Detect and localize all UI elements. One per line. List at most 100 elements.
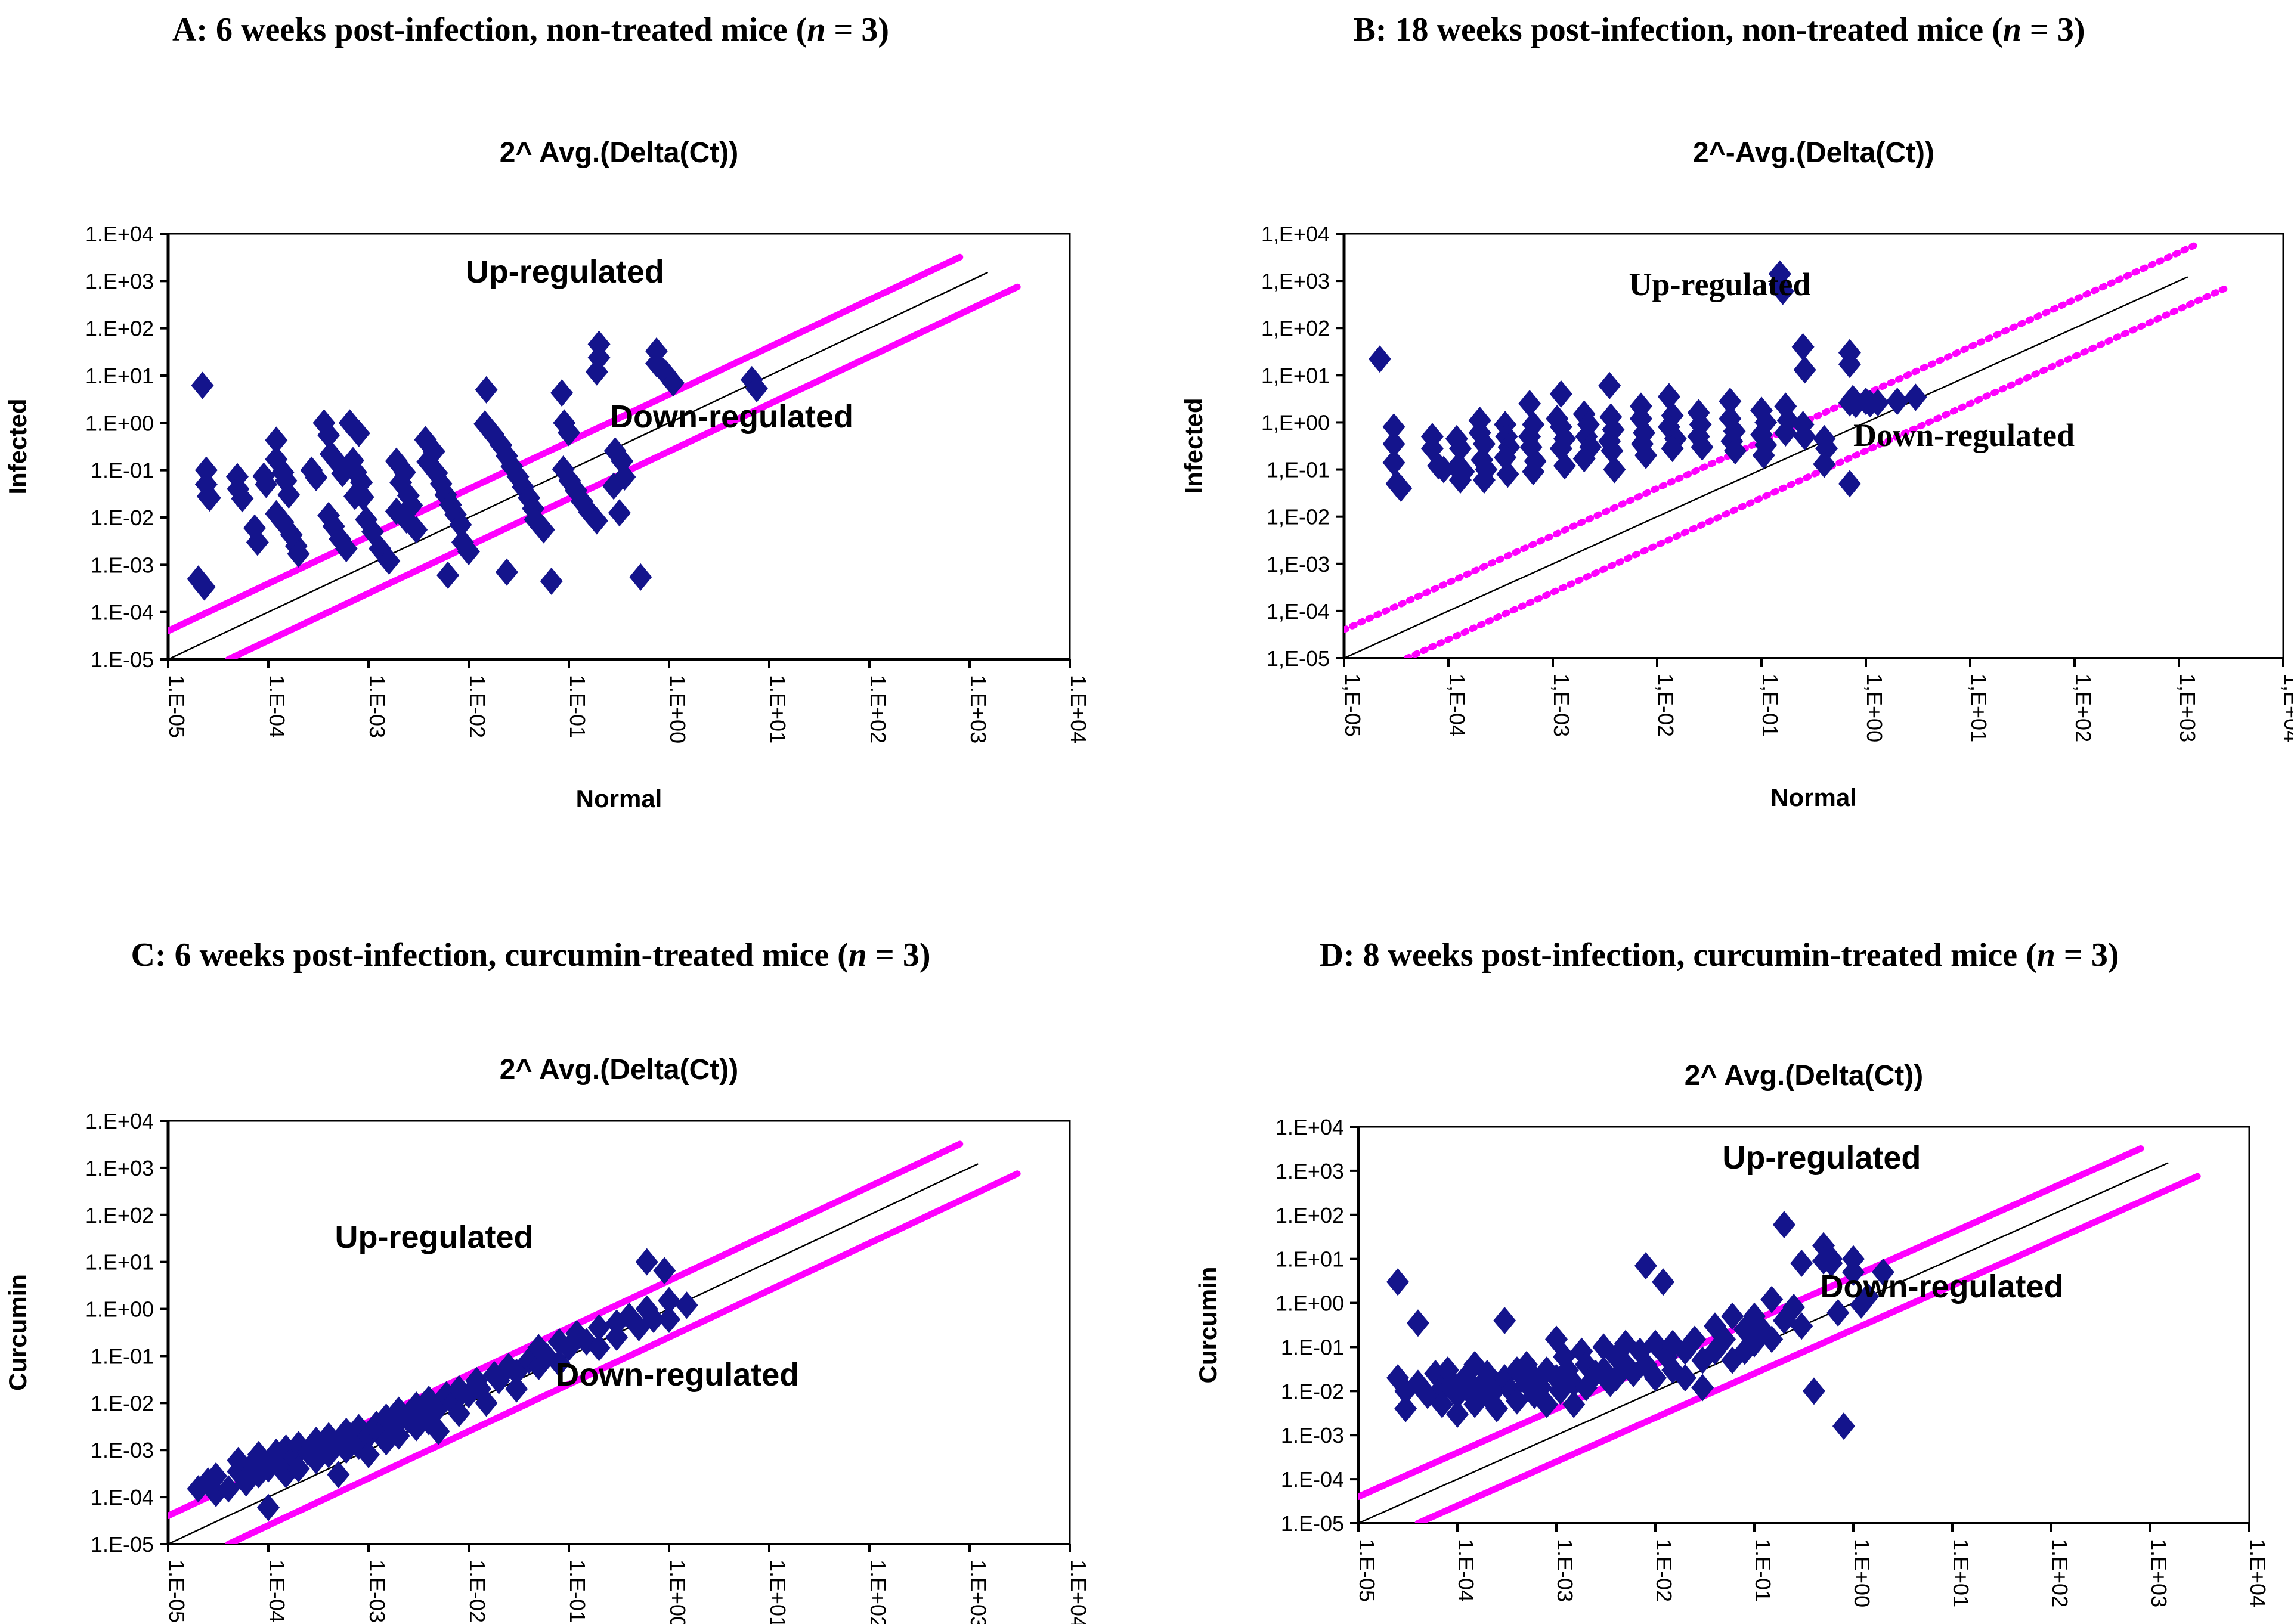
x-tick-label: 1.E+01 [766, 1560, 790, 1624]
data-point-diamond [1472, 466, 1496, 494]
data-point-diamond [1683, 1325, 1707, 1353]
y-axis-label: Curcumin [1194, 1266, 1222, 1383]
panel-a-title: A: 6 weeks post-infection, non-treated m… [0, 11, 1067, 49]
panel-c-chart: 2^ Avg.(Delta(Ct)) 1.E+04 1.E+03 1.E+02 1.E+… [4, 1054, 1091, 1624]
panel-c-title-n: n [848, 937, 867, 974]
y-tick-label: 1,E-03 [1267, 552, 1330, 577]
x-tick-label: 1.E-05 [165, 1560, 189, 1623]
data-point-diamond [1793, 423, 1816, 451]
data-point-diamond [661, 369, 685, 397]
y-tick-label: 1.E+01 [85, 364, 154, 388]
points-layer [1386, 1211, 1894, 1440]
data-point-diamond [1661, 1356, 1685, 1384]
x-tick-label: 1.E+01 [766, 675, 790, 743]
data-point-diamond [1386, 1364, 1410, 1392]
x-tick-label: 1.E-01 [1751, 1539, 1775, 1602]
data-point-diamond [608, 499, 631, 527]
data-point-diamond [205, 1462, 228, 1490]
x-tick-label: 1.E-05 [165, 675, 189, 738]
data-point-diamond [265, 426, 288, 454]
y-tick-label: 1.E-03 [91, 553, 154, 577]
data-point-diamond [1406, 1309, 1429, 1337]
x-tick-label: 1,E-03 [1549, 674, 1574, 737]
y-tick-label: 1.E-03 [91, 1438, 154, 1462]
data-point-diamond [540, 567, 563, 595]
panel-b-title-tail: = 3) [2021, 11, 2085, 48]
data-point-diamond [1760, 1325, 1784, 1353]
x-tick-label: 1,E-01 [1758, 674, 1782, 737]
panel-a: A: 6 weeks post-infection, non-treated m… [0, 0, 1147, 812]
data-point-diamond [327, 1461, 350, 1489]
data-point-diamond [558, 1334, 580, 1362]
panel-c-title-tail: = 3) [866, 937, 931, 974]
data-point-diamond [405, 1414, 428, 1442]
y-tick-label: 1.E-01 [91, 1344, 154, 1368]
data-point-diamond [447, 1375, 470, 1403]
panel-a-title-n: n [807, 11, 826, 48]
y-tick-label: 1.E+04 [85, 1109, 154, 1133]
data-point-diamond [1518, 389, 1541, 417]
x-tick-label: 1.E-03 [365, 675, 389, 738]
data-point-diamond [1575, 423, 1598, 451]
y-tick-label: 1.E-04 [1281, 1467, 1344, 1492]
y-tick-label: 1.E-02 [1281, 1379, 1344, 1403]
data-point-diamond [585, 507, 608, 535]
y-tick-label: 1.E+04 [1276, 1115, 1344, 1139]
data-point-diamond [1790, 1312, 1813, 1340]
y-tick-label: 1.E+01 [85, 1250, 154, 1275]
panel-a-chart: 2^ Avg.(Delta(Ct)) 1.E+04 1.E+03 1.E+02 1.E+… [4, 137, 1091, 812]
data-point-diamond [246, 528, 269, 556]
x-tick-label: 1,E-02 [1654, 674, 1678, 737]
data-point-diamond [427, 1417, 450, 1445]
data-point-diamond [1600, 437, 1624, 465]
panel-c-title: C: 6 weeks post-infection, curcumin-trea… [0, 936, 1067, 974]
x-tick-label: 1.E+01 [1949, 1539, 1973, 1607]
y-tick-label: 1.E-01 [91, 458, 154, 483]
data-point-diamond [618, 1302, 641, 1330]
down-regulated-label: Down-regulated [610, 399, 853, 435]
data-point-diamond [1691, 433, 1714, 461]
data-point-diamond [1733, 1316, 1756, 1344]
data-point-diamond [1432, 455, 1455, 484]
data-point-diamond [1549, 380, 1572, 408]
data-point-diamond [1904, 383, 1927, 411]
data-point-diamond [1522, 458, 1545, 486]
panel-d-chart: 2^ Avg.(Delta(Ct)) 1.E+04 1.E+03 1.E+02 1.E+… [1194, 1060, 2270, 1607]
data-point-diamond [1535, 1356, 1558, 1384]
data-point-diamond [527, 1352, 550, 1380]
data-point-diamond [532, 516, 555, 544]
y-tick-label: 1.E-05 [1281, 1511, 1344, 1536]
data-point-diamond [675, 1291, 698, 1319]
x-axis-label: Normal [576, 785, 662, 812]
up-regulated-label: Up-regulated [335, 1219, 534, 1255]
x-tick-label: 1.E-04 [265, 675, 289, 738]
data-point-diamond [1485, 1374, 1509, 1402]
data-point-diamond [1382, 448, 1405, 476]
data-point-diamond [1661, 435, 1684, 463]
x-tick-label: 1,E+04 [2280, 674, 2293, 742]
data-point-diamond [1614, 1329, 1637, 1358]
data-point-diamond [347, 419, 370, 447]
x-tick-label: 1.E+04 [2246, 1539, 2270, 1607]
x-tick-label: 1,E+01 [1967, 674, 1991, 742]
y-tick-label: 1.E+00 [85, 1297, 154, 1322]
data-point-diamond [1771, 277, 1794, 305]
data-point-diamond [1394, 1394, 1417, 1422]
upper-threshold-line [168, 253, 964, 634]
data-point-diamond [1661, 401, 1684, 429]
data-point-diamond [257, 1493, 280, 1521]
panel-b-title-n: n [2002, 11, 2021, 48]
panel-c-title-text: C: 6 weeks post-infection, curcumin-trea… [131, 937, 849, 974]
up-regulated-label: Up-regulated [1629, 266, 1811, 302]
data-point-diamond [447, 1399, 470, 1427]
y-tick-label: 1,E+04 [1261, 222, 1330, 246]
data-point-diamond [1448, 466, 1472, 494]
data-point-diamond [635, 1248, 658, 1276]
y-tick-label: 1.E-02 [91, 506, 154, 530]
up-regulated-label: Up-regulated [466, 254, 664, 290]
panel-d: D: 8 weeks post-infection, curcumin-trea… [1147, 812, 2293, 1624]
x-tick-label: 1,E+00 [1862, 674, 1887, 742]
y-tick-label: 1.E+00 [1276, 1291, 1344, 1316]
data-point-diamond [1553, 452, 1576, 480]
